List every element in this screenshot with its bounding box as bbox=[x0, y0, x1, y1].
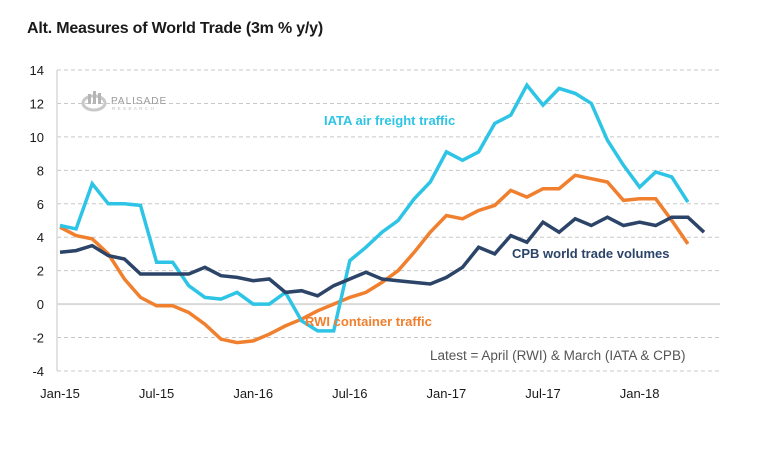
watermark-name: PALISADE bbox=[111, 96, 167, 107]
chart-title: Alt. Measures of World Trade (3m % y/y) bbox=[27, 20, 323, 37]
y-tick-label: -2 bbox=[32, 331, 44, 346]
series-label-cpb: CPB world trade volumes bbox=[512, 246, 669, 261]
x-tick-label: Jan-15 bbox=[40, 386, 80, 401]
y-tick-label: 12 bbox=[30, 96, 44, 111]
y-tick-label: -4 bbox=[32, 364, 44, 379]
watermark-logo: PALISADE RESEARCH bbox=[81, 91, 167, 112]
series-label-iata: IATA air freight traffic bbox=[324, 113, 455, 128]
series-lines bbox=[59, 81, 706, 345]
y-tick-label: 8 bbox=[37, 163, 44, 178]
y-tick-label: 2 bbox=[37, 264, 44, 279]
series-line-iata-air-freight-traffic bbox=[59, 81, 690, 333]
y-tick-label: 0 bbox=[37, 297, 44, 312]
y-tick-label: 14 bbox=[30, 63, 44, 78]
y-tick-label: 6 bbox=[37, 197, 44, 212]
x-tick-label: Jul-15 bbox=[139, 386, 174, 401]
series-line-cpb-world-trade-volumes bbox=[59, 215, 706, 298]
latest-note: Latest = April (RWI) & March (IATA & CPB… bbox=[430, 348, 685, 363]
x-tick-labels: Jan-15 Jul-15 Jan-16 Jul-16 Jan-17 Jul-17 Jan-… bbox=[40, 386, 659, 401]
series-label-rwi: RWI container traffic bbox=[305, 314, 432, 329]
y-tick-labels: -4 -2 0 2 4 6 8 10 12 14 bbox=[30, 63, 44, 379]
y-tick-label: 10 bbox=[30, 130, 44, 145]
x-tick-label: Jan-16 bbox=[233, 386, 273, 401]
y-tick-label: 4 bbox=[37, 230, 44, 245]
watermark-sub: RESEARCH bbox=[112, 106, 156, 111]
x-tick-label: Jan-17 bbox=[427, 386, 467, 401]
x-tick-label: Jan-18 bbox=[620, 386, 660, 401]
x-tick-label: Jul-17 bbox=[525, 386, 560, 401]
series-line-rwi-container-traffic bbox=[59, 173, 690, 345]
x-tick-label: Jul-16 bbox=[332, 386, 367, 401]
palisade-logo-icon bbox=[81, 91, 107, 112]
